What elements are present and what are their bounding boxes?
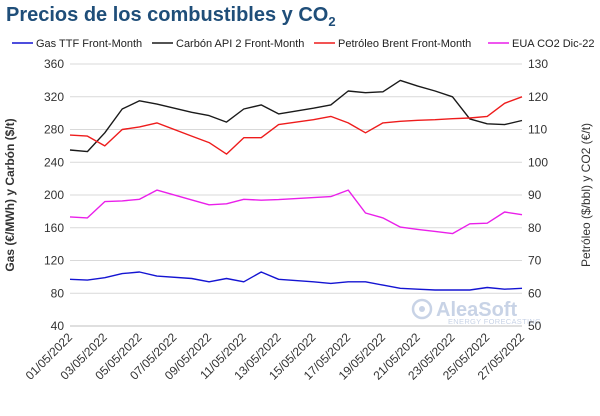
y-left-tick-label: 240 bbox=[44, 155, 64, 169]
series-line-2 bbox=[69, 79, 523, 153]
series-layer bbox=[69, 79, 523, 291]
legend-label: EUA CO2 Dic-22 bbox=[512, 38, 595, 50]
y-left-tick-label: 360 bbox=[44, 57, 64, 71]
y-left-tick-label: 80 bbox=[51, 286, 65, 300]
y-right-tick-label: 100 bbox=[528, 155, 548, 169]
series-line-3 bbox=[69, 96, 523, 155]
y-right-tick-label: 90 bbox=[528, 188, 542, 202]
watermark-brand: AleaSoft bbox=[436, 299, 517, 321]
legend-label: Carbón API 2 Front-Month bbox=[176, 38, 304, 50]
y-right-tick-label: 80 bbox=[528, 221, 542, 235]
y-left-tick-label: 40 bbox=[51, 319, 65, 333]
watermark-logo-icon bbox=[411, 298, 433, 320]
y-axis-left-label: Gas (€/MWh) y Carbón ($/t) bbox=[3, 118, 17, 271]
y-right-tick-label: 70 bbox=[528, 254, 542, 268]
axes: 40 80 120 160 200 240 280 320 360 50 60 70 80 90 100 11… bbox=[23, 57, 549, 383]
grid bbox=[70, 63, 522, 327]
chart-title: Precios de los combustibles y CO2 bbox=[6, 4, 336, 29]
legend-label: Gas TTF Front-Month bbox=[36, 38, 142, 50]
y-left-tick-label: 120 bbox=[44, 254, 64, 268]
legend: Gas TTF Front-Month Carbón API 2 Front-Mo… bbox=[12, 38, 595, 50]
y-right-tick-label: 50 bbox=[528, 319, 542, 333]
watermark: AleaSoft ENERGY FORECASTING bbox=[411, 298, 541, 326]
watermark-tagline: ENERGY FORECASTING bbox=[448, 317, 541, 326]
series-line-4 bbox=[69, 189, 523, 235]
y-right-tick-label: 130 bbox=[528, 57, 548, 71]
y-right-tick-label: 110 bbox=[528, 123, 547, 137]
y-left-tick-label: 320 bbox=[44, 90, 64, 104]
y-axis-right-label: Petróleo ($/bbl) y CO2 (€/t) bbox=[579, 123, 593, 267]
y-right-tick-label: 60 bbox=[528, 286, 542, 300]
series-line-1 bbox=[69, 271, 523, 291]
legend-label: Petróleo Brent Front-Month bbox=[338, 38, 471, 50]
y-left-tick-label: 280 bbox=[44, 123, 64, 137]
y-left-tick-label: 200 bbox=[44, 188, 64, 202]
y-right-tick-label: 120 bbox=[528, 90, 548, 104]
y-left-tick-label: 160 bbox=[44, 221, 64, 235]
